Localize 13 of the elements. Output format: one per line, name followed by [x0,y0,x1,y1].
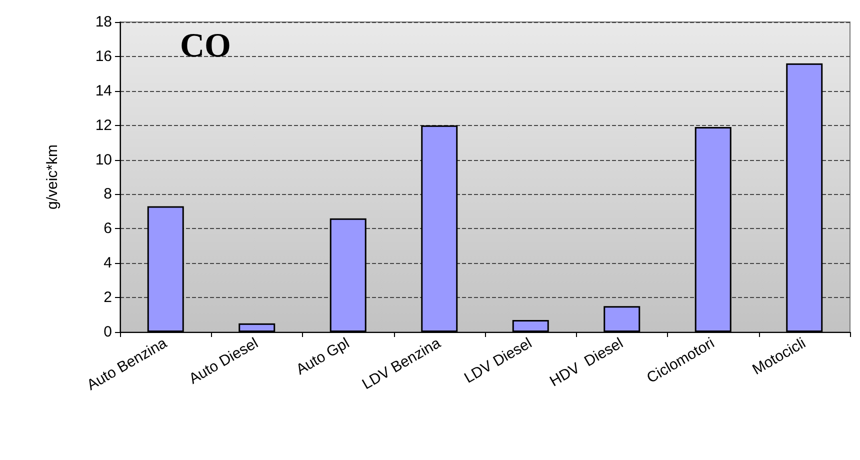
y-tick-label: 10 [95,151,112,168]
y-tick-label: 14 [95,82,112,100]
y-tick-label: 2 [104,289,112,306]
x-tick-label: Auto Gpl [293,334,352,379]
chart-title: CO [180,28,231,64]
y-tick-label: 16 [95,48,112,65]
y-axis-title: g/veic*km [44,144,61,210]
y-tick-label: 18 [95,14,112,30]
y-tick-label: 8 [104,186,112,203]
y-tick-label: 0 [104,324,112,340]
y-tick-label: 4 [104,254,112,272]
y-tick-label: 6 [104,220,112,238]
y-tick-label: 12 [95,116,112,134]
